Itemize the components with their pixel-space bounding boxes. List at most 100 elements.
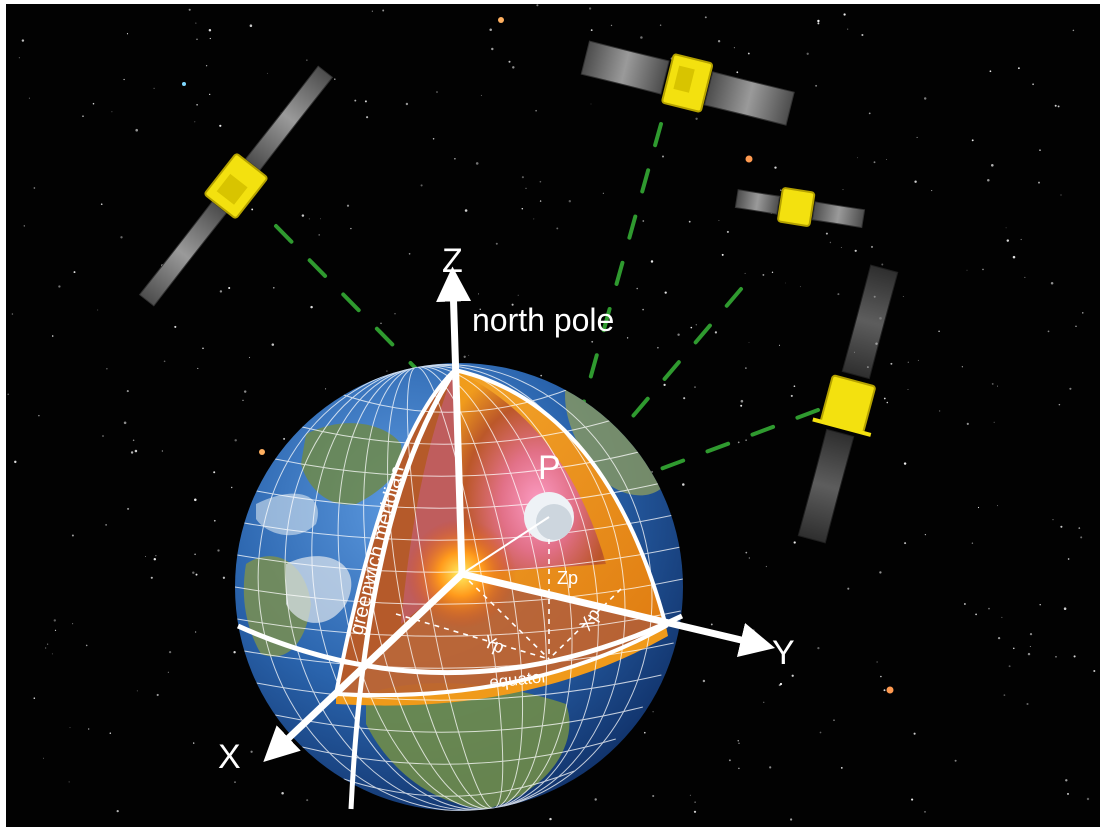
star — [1058, 403, 1061, 406]
star — [51, 335, 54, 337]
star — [873, 161, 876, 164]
x-axis — [263, 571, 465, 763]
star — [71, 534, 74, 537]
star — [938, 330, 940, 333]
star — [517, 294, 519, 296]
star — [197, 367, 199, 369]
star — [535, 109, 537, 112]
star — [127, 507, 130, 510]
star — [193, 742, 195, 744]
star — [454, 158, 456, 160]
star — [54, 629, 57, 631]
star — [73, 271, 76, 274]
star — [876, 661, 878, 663]
star — [737, 740, 739, 742]
earth-globe — [235, 363, 684, 811]
star — [745, 439, 747, 441]
star — [208, 29, 212, 32]
star — [917, 359, 919, 361]
projection-lines — [395, 539, 622, 660]
star — [364, 100, 367, 103]
star — [1039, 603, 1041, 606]
star — [904, 542, 907, 545]
star — [886, 159, 887, 161]
star — [738, 742, 740, 744]
p-origin-line — [461, 573, 550, 660]
star — [652, 794, 655, 798]
star — [536, 4, 539, 7]
star — [644, 731, 646, 734]
star — [318, 234, 320, 236]
star — [408, 252, 411, 255]
star — [744, 272, 746, 274]
star — [817, 19, 820, 23]
star — [1072, 29, 1075, 32]
cloud-cover — [286, 556, 352, 623]
star — [47, 643, 49, 645]
star — [58, 285, 61, 288]
star — [463, 355, 466, 358]
star — [213, 471, 216, 474]
star — [525, 187, 527, 190]
star — [132, 439, 135, 442]
satellite-body-detail — [216, 173, 248, 205]
star — [1008, 665, 1011, 668]
yp-projection — [395, 613, 550, 660]
star — [521, 208, 524, 210]
star — [997, 636, 1001, 640]
star — [21, 39, 25, 42]
star — [1055, 656, 1057, 658]
star — [109, 732, 112, 734]
star — [907, 388, 909, 390]
star — [745, 551, 748, 554]
star — [780, 189, 782, 191]
star — [1075, 325, 1077, 327]
star — [100, 203, 103, 206]
star — [662, 155, 664, 158]
star — [997, 385, 998, 387]
star — [785, 282, 786, 284]
continents — [243, 384, 676, 809]
star — [1060, 194, 1062, 196]
star — [842, 189, 844, 191]
star — [1082, 312, 1084, 314]
star — [907, 361, 909, 363]
star — [868, 112, 871, 115]
star — [468, 354, 470, 356]
star — [954, 759, 957, 762]
star — [1057, 105, 1060, 108]
star — [72, 623, 74, 625]
star — [196, 38, 198, 41]
star — [250, 750, 253, 753]
coordinate-axes — [263, 266, 776, 763]
star — [977, 506, 980, 509]
star — [704, 16, 707, 19]
star — [879, 571, 882, 574]
star — [591, 340, 594, 343]
star — [1078, 527, 1081, 529]
star — [971, 542, 974, 544]
p-to-origin-line — [461, 516, 550, 575]
star — [769, 766, 772, 769]
star — [194, 121, 196, 123]
star — [923, 97, 927, 100]
star — [213, 519, 216, 522]
star — [161, 450, 164, 452]
bright-star — [182, 82, 186, 86]
star — [815, 84, 818, 87]
star — [911, 798, 914, 801]
star — [657, 346, 659, 349]
star — [1020, 238, 1022, 241]
star — [710, 623, 713, 626]
star — [382, 9, 385, 12]
star — [1029, 633, 1033, 636]
star — [765, 565, 768, 568]
star — [136, 690, 138, 692]
star — [779, 682, 783, 686]
star — [126, 33, 129, 35]
earth-coordinate-diagram: Z north pole X Y P greenwich meridian eq… — [6, 4, 1100, 827]
cloud-cover — [256, 493, 318, 536]
star — [251, 208, 254, 211]
star — [748, 557, 750, 559]
star — [153, 557, 157, 561]
